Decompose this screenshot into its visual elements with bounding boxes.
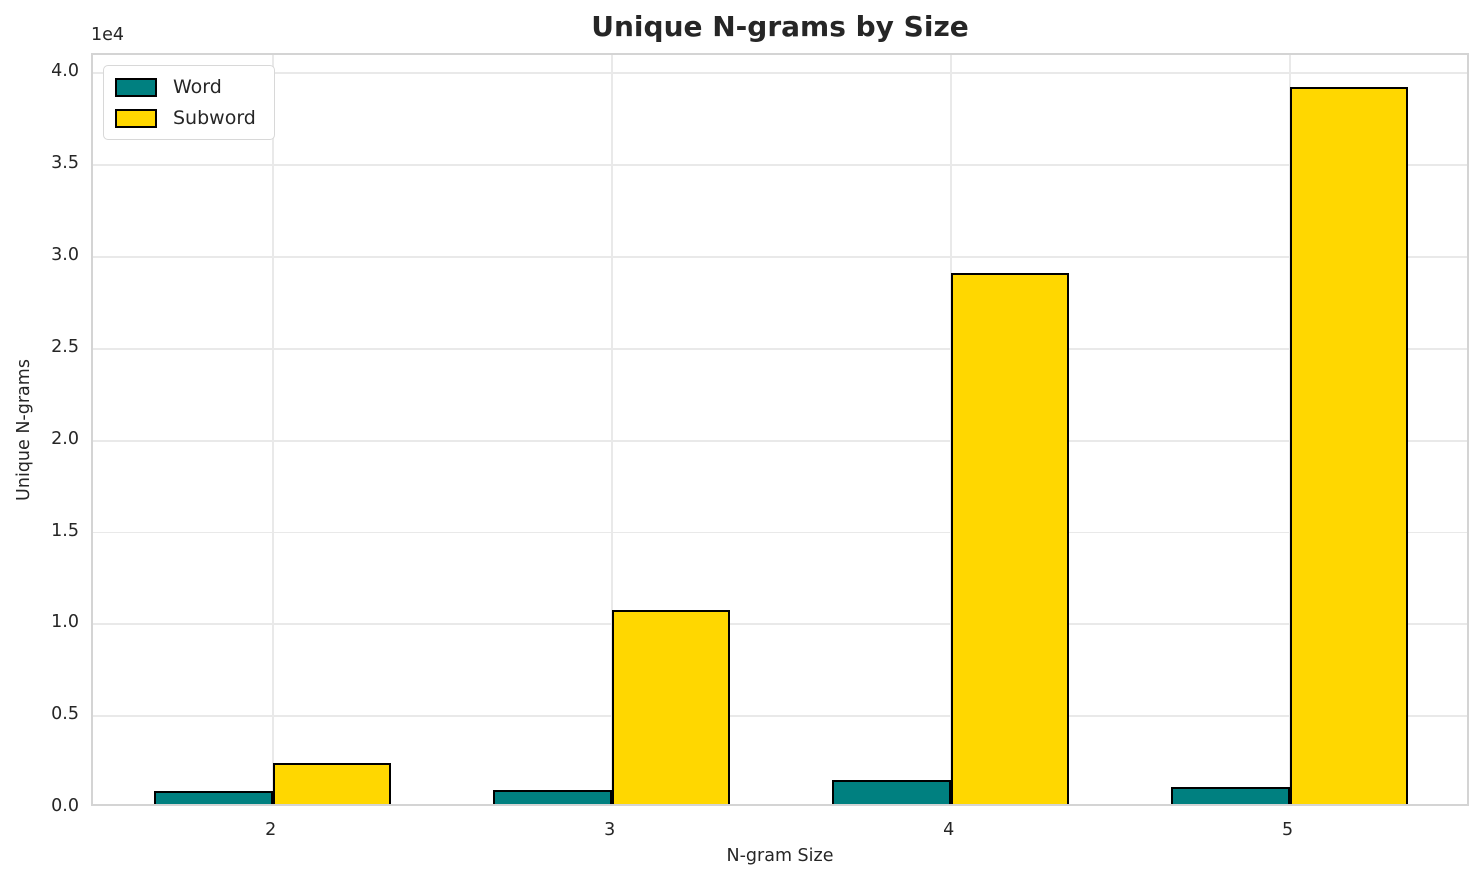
x-axis-label: N-gram Size <box>726 846 834 866</box>
legend: Word Subword <box>103 65 275 140</box>
y-tick-label: 3.5 <box>51 153 79 174</box>
bar-word-4 <box>832 780 951 804</box>
chart-title: Unique N-grams by Size <box>591 10 969 43</box>
x-tick-label: 5 <box>1282 820 1294 840</box>
y-tick-label: 2.5 <box>51 336 79 357</box>
v-gridline <box>949 55 952 804</box>
h-gridline <box>93 623 1467 626</box>
y-tick-label: 3.0 <box>51 245 79 266</box>
legend-label: Word <box>173 76 222 98</box>
legend-swatch-subword <box>115 108 157 128</box>
h-gridline <box>93 72 1467 75</box>
y-tick-label: 1.5 <box>51 520 79 541</box>
h-gridline <box>93 439 1467 442</box>
legend-swatch-word <box>115 77 157 97</box>
bar-subword-2 <box>272 762 392 804</box>
h-gridline <box>93 347 1467 350</box>
bar-word-3 <box>493 790 612 804</box>
h-gridline <box>93 164 1467 167</box>
y-tick-label: 1.0 <box>51 612 79 633</box>
h-gridline <box>93 531 1467 534</box>
y-axis-offset-label: 1e4 <box>91 25 125 45</box>
y-tick-label: 0.0 <box>51 796 79 816</box>
bar-subword-4 <box>950 273 1070 804</box>
bar-word-5 <box>1170 787 1290 804</box>
y-tick-label: 0.5 <box>51 704 79 725</box>
plot-area: Word Subword <box>91 53 1469 806</box>
bar-subword-5 <box>1289 86 1409 804</box>
x-tick-label: 4 <box>943 820 955 840</box>
legend-item-word: Word <box>115 76 256 98</box>
bar-subword-3 <box>611 610 731 804</box>
x-tick-label: 2 <box>265 820 277 840</box>
x-tick-label: 3 <box>604 820 616 840</box>
v-gridline <box>271 55 274 804</box>
legend-item-subword: Subword <box>115 107 256 129</box>
h-gridline <box>93 256 1467 258</box>
y-tick-label: 2.0 <box>51 428 79 449</box>
y-tick-label: 4.0 <box>51 61 79 82</box>
legend-label: Subword <box>173 107 256 129</box>
v-gridline <box>610 55 613 804</box>
bar-word-2 <box>154 791 273 804</box>
h-gridline <box>93 715 1467 718</box>
